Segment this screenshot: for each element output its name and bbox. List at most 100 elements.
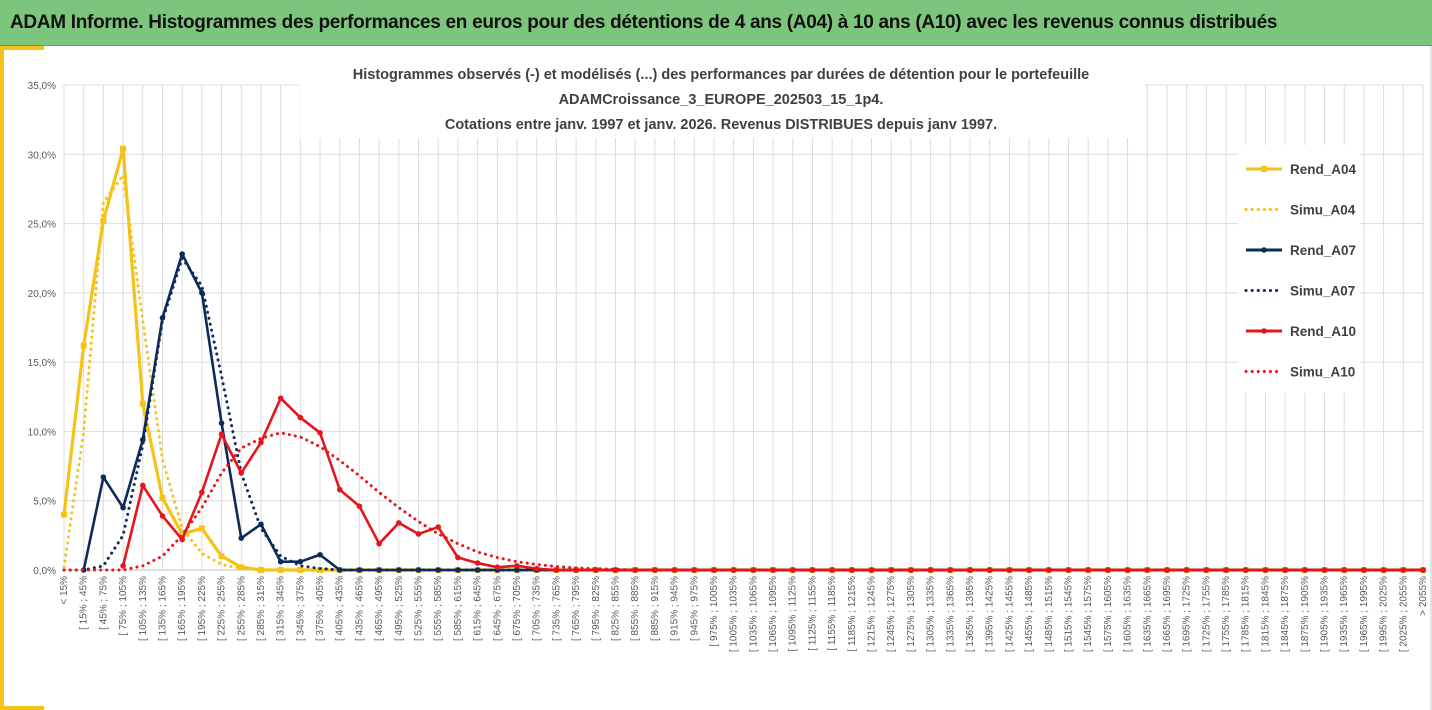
- data-point-rend_a10: [691, 567, 698, 573]
- data-point-rend_a10: [474, 560, 481, 566]
- data-point-rend_a10: [396, 520, 402, 526]
- accent-bar-left: [0, 46, 4, 710]
- data-point-rend_a10: [1420, 567, 1426, 573]
- data-point-rend_a10: [947, 567, 954, 573]
- data-point-rend_a10: [218, 431, 225, 438]
- legend-label-simu_a07: Simu_A07: [1290, 284, 1355, 299]
- data-point-rend_a04: [100, 217, 107, 224]
- data-point-rend_a07: [356, 567, 363, 573]
- x-tick-label: [ 1665% ; 1695%: [1162, 576, 1173, 652]
- series-line-simu_a07: [62, 256, 1425, 572]
- y-tick-label: 25,0%: [28, 220, 56, 231]
- x-tick-label: [ 615% ; 645%: [473, 576, 484, 641]
- x-tick-label: [ 1215% ; 1245%: [867, 576, 878, 652]
- x-tick-label: [ 1755% ; 1785%: [1221, 576, 1232, 652]
- header-banner: ADAM Informe. Histogrammes des performan…: [0, 0, 1432, 46]
- data-point-rend_a10: [553, 567, 560, 573]
- x-tick-label: [ 855% ; 885%: [630, 576, 641, 641]
- x-tick-label: [ 1785% ; 1815%: [1241, 576, 1252, 652]
- x-tick-label: [ 1845% ; 1875%: [1280, 576, 1291, 652]
- legend-label-rend_a04: Rend_A04: [1290, 162, 1357, 177]
- data-point-rend_a04: [120, 145, 127, 152]
- data-point-rend_a10: [789, 567, 796, 573]
- x-tick-label: [ 1245% ; 1275%: [886, 576, 897, 652]
- data-point-rend_a10: [1124, 567, 1131, 573]
- x-tick-label: [ 1935% ; 1965%: [1339, 576, 1350, 652]
- x-tick-label: [ 1005% ; 1035%: [729, 576, 740, 652]
- x-tick-label: > 2055%: [1418, 576, 1429, 616]
- x-tick-label: [ 1875% ; 1905%: [1300, 576, 1311, 652]
- x-tick-label: [ 435% ; 465%: [354, 576, 365, 641]
- y-axis: 0,0% 5,0% 10,0% 15,0% 20,0% 25,0% 30,0% 35,0%: [28, 81, 56, 577]
- data-point-rend_a04: [139, 400, 146, 407]
- data-point-rend_a10: [770, 567, 776, 573]
- x-tick-label: [ 525% ; 555%: [414, 576, 425, 641]
- x-tick-label: [ 1095% ; 1125%: [788, 576, 799, 652]
- data-point-rend_a10: [159, 513, 166, 519]
- data-point-rend_a07: [139, 436, 146, 443]
- x-tick-label: [ 1545% ; 1575%: [1083, 576, 1094, 652]
- data-point-rend_a10: [533, 565, 540, 572]
- data-point-rend_a07: [218, 420, 225, 426]
- x-tick-label: [ 825% ; 855%: [610, 576, 621, 641]
- accent-bar-top: [0, 46, 44, 50]
- x-tick-label: [ 1605% ; 1635%: [1123, 576, 1134, 652]
- x-tick-label: [ 1275% ; 1305%: [906, 576, 917, 652]
- data-point-rend_a07: [100, 474, 107, 480]
- data-point-rend_a10: [317, 430, 323, 436]
- x-tick-label: [ 1365% ; 1395%: [965, 576, 976, 652]
- x-tick-label: [ 1485% ; 1515%: [1044, 576, 1055, 652]
- x-tick-label: [ 1965% ; 1995%: [1359, 576, 1370, 652]
- page-title: ADAM Informe. Histogrammes des performan…: [10, 12, 1278, 33]
- data-point-rend_a10: [435, 524, 442, 530]
- data-point-rend_a07: [317, 551, 323, 558]
- data-point-rend_a10: [258, 439, 264, 446]
- y-tick-label: 10,0%: [28, 427, 56, 438]
- x-tick-label: [ 765% ; 795%: [571, 576, 582, 641]
- data-point-rend_a04: [198, 525, 205, 532]
- legend-label-simu_a04: Simu_A04: [1290, 203, 1356, 218]
- x-tick-label: [ 675% ; 705%: [512, 576, 523, 641]
- data-point-rend_a10: [179, 536, 185, 543]
- x-tick-label: [ 1425% ; 1455%: [1004, 576, 1015, 652]
- legend-label-rend_a10: Rend_A10: [1290, 324, 1356, 339]
- data-point-rend_a10: [1302, 567, 1308, 573]
- x-tick-label: [ 1695% ; 1725%: [1182, 576, 1193, 652]
- data-point-rend_a10: [139, 482, 146, 489]
- data-point-rend_a10: [376, 540, 382, 547]
- y-tick-label: 35,0%: [28, 81, 56, 92]
- x-axis: < 15% [ 15% ; 45% [ 45% ; 75% [ 75% ; 105% […: [59, 569, 1429, 652]
- x-tick-label: [ 405% ; 435%: [335, 576, 346, 641]
- data-point-rend_a04: [61, 511, 67, 518]
- data-point-rend_a10: [120, 563, 126, 569]
- x-tick-label: [ 645% ; 675%: [492, 576, 503, 641]
- x-tick-label: [ 795% ; 825%: [591, 576, 602, 641]
- y-tick-label: 30,0%: [28, 150, 56, 161]
- x-tick-label: [ 465% ; 495%: [374, 576, 385, 641]
- x-tick-label: [ 915% ; 945%: [670, 576, 681, 641]
- data-point-rend_a04: [238, 564, 245, 571]
- y-tick-label: 0,0%: [33, 566, 56, 577]
- x-tick-label: [ 1995% ; 2025%: [1379, 576, 1390, 652]
- x-tick-label: < 15%: [59, 576, 70, 605]
- data-point-rend_a10: [514, 563, 520, 569]
- x-tick-label: [ 1635% ; 1665%: [1142, 576, 1153, 652]
- x-tick-label: [ 1455% ; 1485%: [1024, 576, 1035, 652]
- x-tick-label: [ 1395% ; 1425%: [985, 576, 996, 652]
- accent-bar-bottom: [0, 706, 44, 710]
- series-group: [61, 145, 1426, 573]
- x-tick-label: [ 345% ; 375%: [295, 576, 306, 641]
- x-tick-label: [ 75% ; 105%: [118, 576, 129, 636]
- x-tick-label: [ 2025% ; 2055%: [1398, 576, 1409, 652]
- x-tick-label: [ 45% ; 75%: [98, 576, 109, 630]
- data-point-rend_a10: [297, 414, 304, 421]
- chart-title-line-2: ADAMCroissance_3_EUROPE_202503_15_1p4.: [559, 92, 884, 108]
- x-tick-label: [ 1815% ; 1845%: [1260, 576, 1271, 652]
- data-point-rend_a10: [336, 486, 343, 493]
- data-point-rend_a10: [1380, 567, 1387, 573]
- x-tick-label: [ 1515% ; 1545%: [1063, 576, 1074, 652]
- y-tick-label: 20,0%: [28, 289, 56, 300]
- chart-title: Histogrammes observés (-) et modélisés (…: [300, 60, 1145, 138]
- y-tick-label: 15,0%: [28, 358, 56, 369]
- x-tick-label: [ 105% ; 135%: [138, 576, 149, 641]
